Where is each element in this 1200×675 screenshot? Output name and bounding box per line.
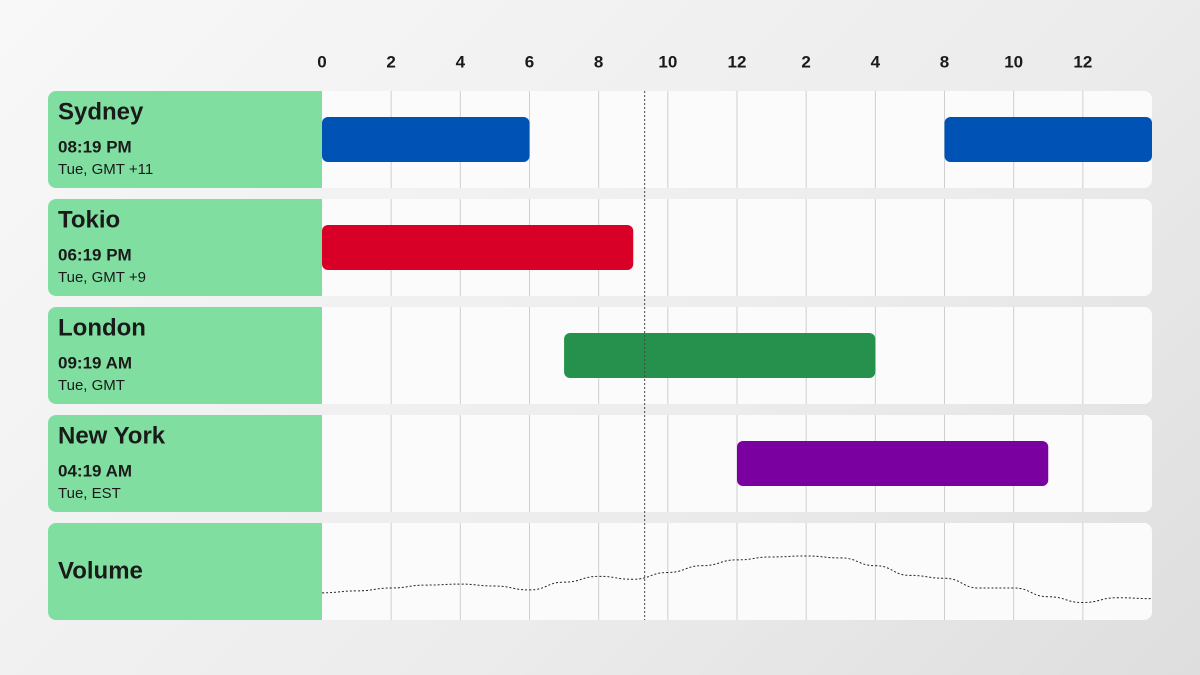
city-name: Tokio [58,206,120,233]
x-tick-label: 8 [594,52,603,71]
x-tick-label: 6 [525,52,534,71]
local-time: 08:19 PM [58,137,132,156]
row: Tokio 06:19 PM Tue, GMT +9 [48,199,1152,296]
city-name: London [58,314,146,341]
label-panel [48,199,322,296]
timezone: Tue, GMT +9 [58,269,146,286]
x-tick-label: 12 [1073,52,1092,71]
x-tick-label: 2 [386,52,395,71]
row: Sydney 08:19 PM Tue, GMT +11 [48,91,1152,188]
x-tick-label: 4 [456,52,466,71]
session-bar [944,117,1152,162]
x-tick-label: 4 [871,52,881,71]
row: London 09:19 AM Tue, GMT [48,307,1152,404]
x-tick-label: 2 [801,52,810,71]
x-tick-label: 8 [940,52,949,71]
x-tick-label: 10 [1004,52,1023,71]
timezone: Tue, GMT [58,377,125,394]
row: New York 04:19 AM Tue, EST [48,415,1152,512]
x-tick-label: 12 [728,52,747,71]
city-name: New York [58,422,166,449]
session-bar [564,333,876,378]
session-bar [322,225,634,270]
x-tick-label: 10 [658,52,677,71]
x-tick-label: 0 [317,52,326,71]
local-time: 06:19 PM [58,245,132,264]
session-bar [322,117,530,162]
label-panel [48,523,322,620]
volume-label: Volume [58,557,143,584]
session-bar [737,441,1049,486]
volume-line [321,555,1152,604]
timezone: Tue, EST [58,485,121,502]
row: Volume [48,523,1152,620]
label-panel [48,307,322,404]
label-panel [48,415,322,512]
local-time: 09:19 AM [58,353,132,372]
label-panel [48,91,322,188]
timezone: Tue, GMT +11 [58,161,153,178]
local-time: 04:19 AM [58,461,132,480]
city-name: Sydney [58,98,144,125]
